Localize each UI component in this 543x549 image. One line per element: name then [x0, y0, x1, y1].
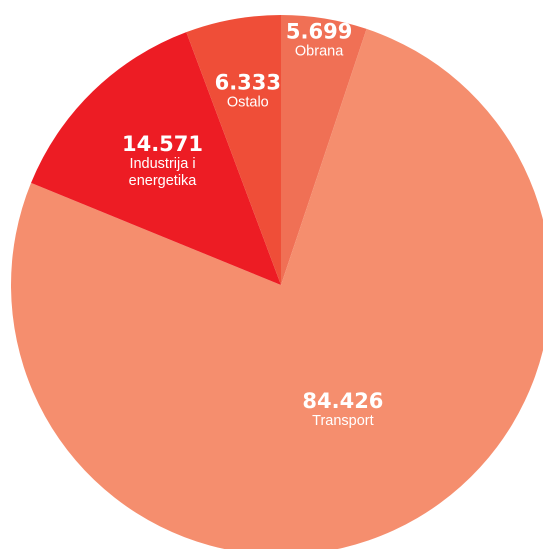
value-label: 6.333 — [215, 71, 281, 95]
pie-slice-industrija-i-energetika — [31, 32, 281, 286]
value-label: 14.571 — [122, 132, 203, 156]
value-label: 5.699 — [286, 20, 352, 44]
pie-slice-transport — [11, 28, 543, 549]
category-label: Obrana — [295, 44, 344, 60]
pie-slices — [11, 14, 543, 549]
category-label: Transport — [312, 413, 374, 429]
pie-slice-obrana — [281, 14, 367, 285]
category-label: energetika — [129, 173, 198, 189]
category-label: Industrija i — [129, 156, 195, 172]
category-label: Ostalo — [227, 95, 269, 111]
value-label: 84.426 — [302, 389, 383, 413]
pie-slice-ostalo — [186, 14, 281, 285]
